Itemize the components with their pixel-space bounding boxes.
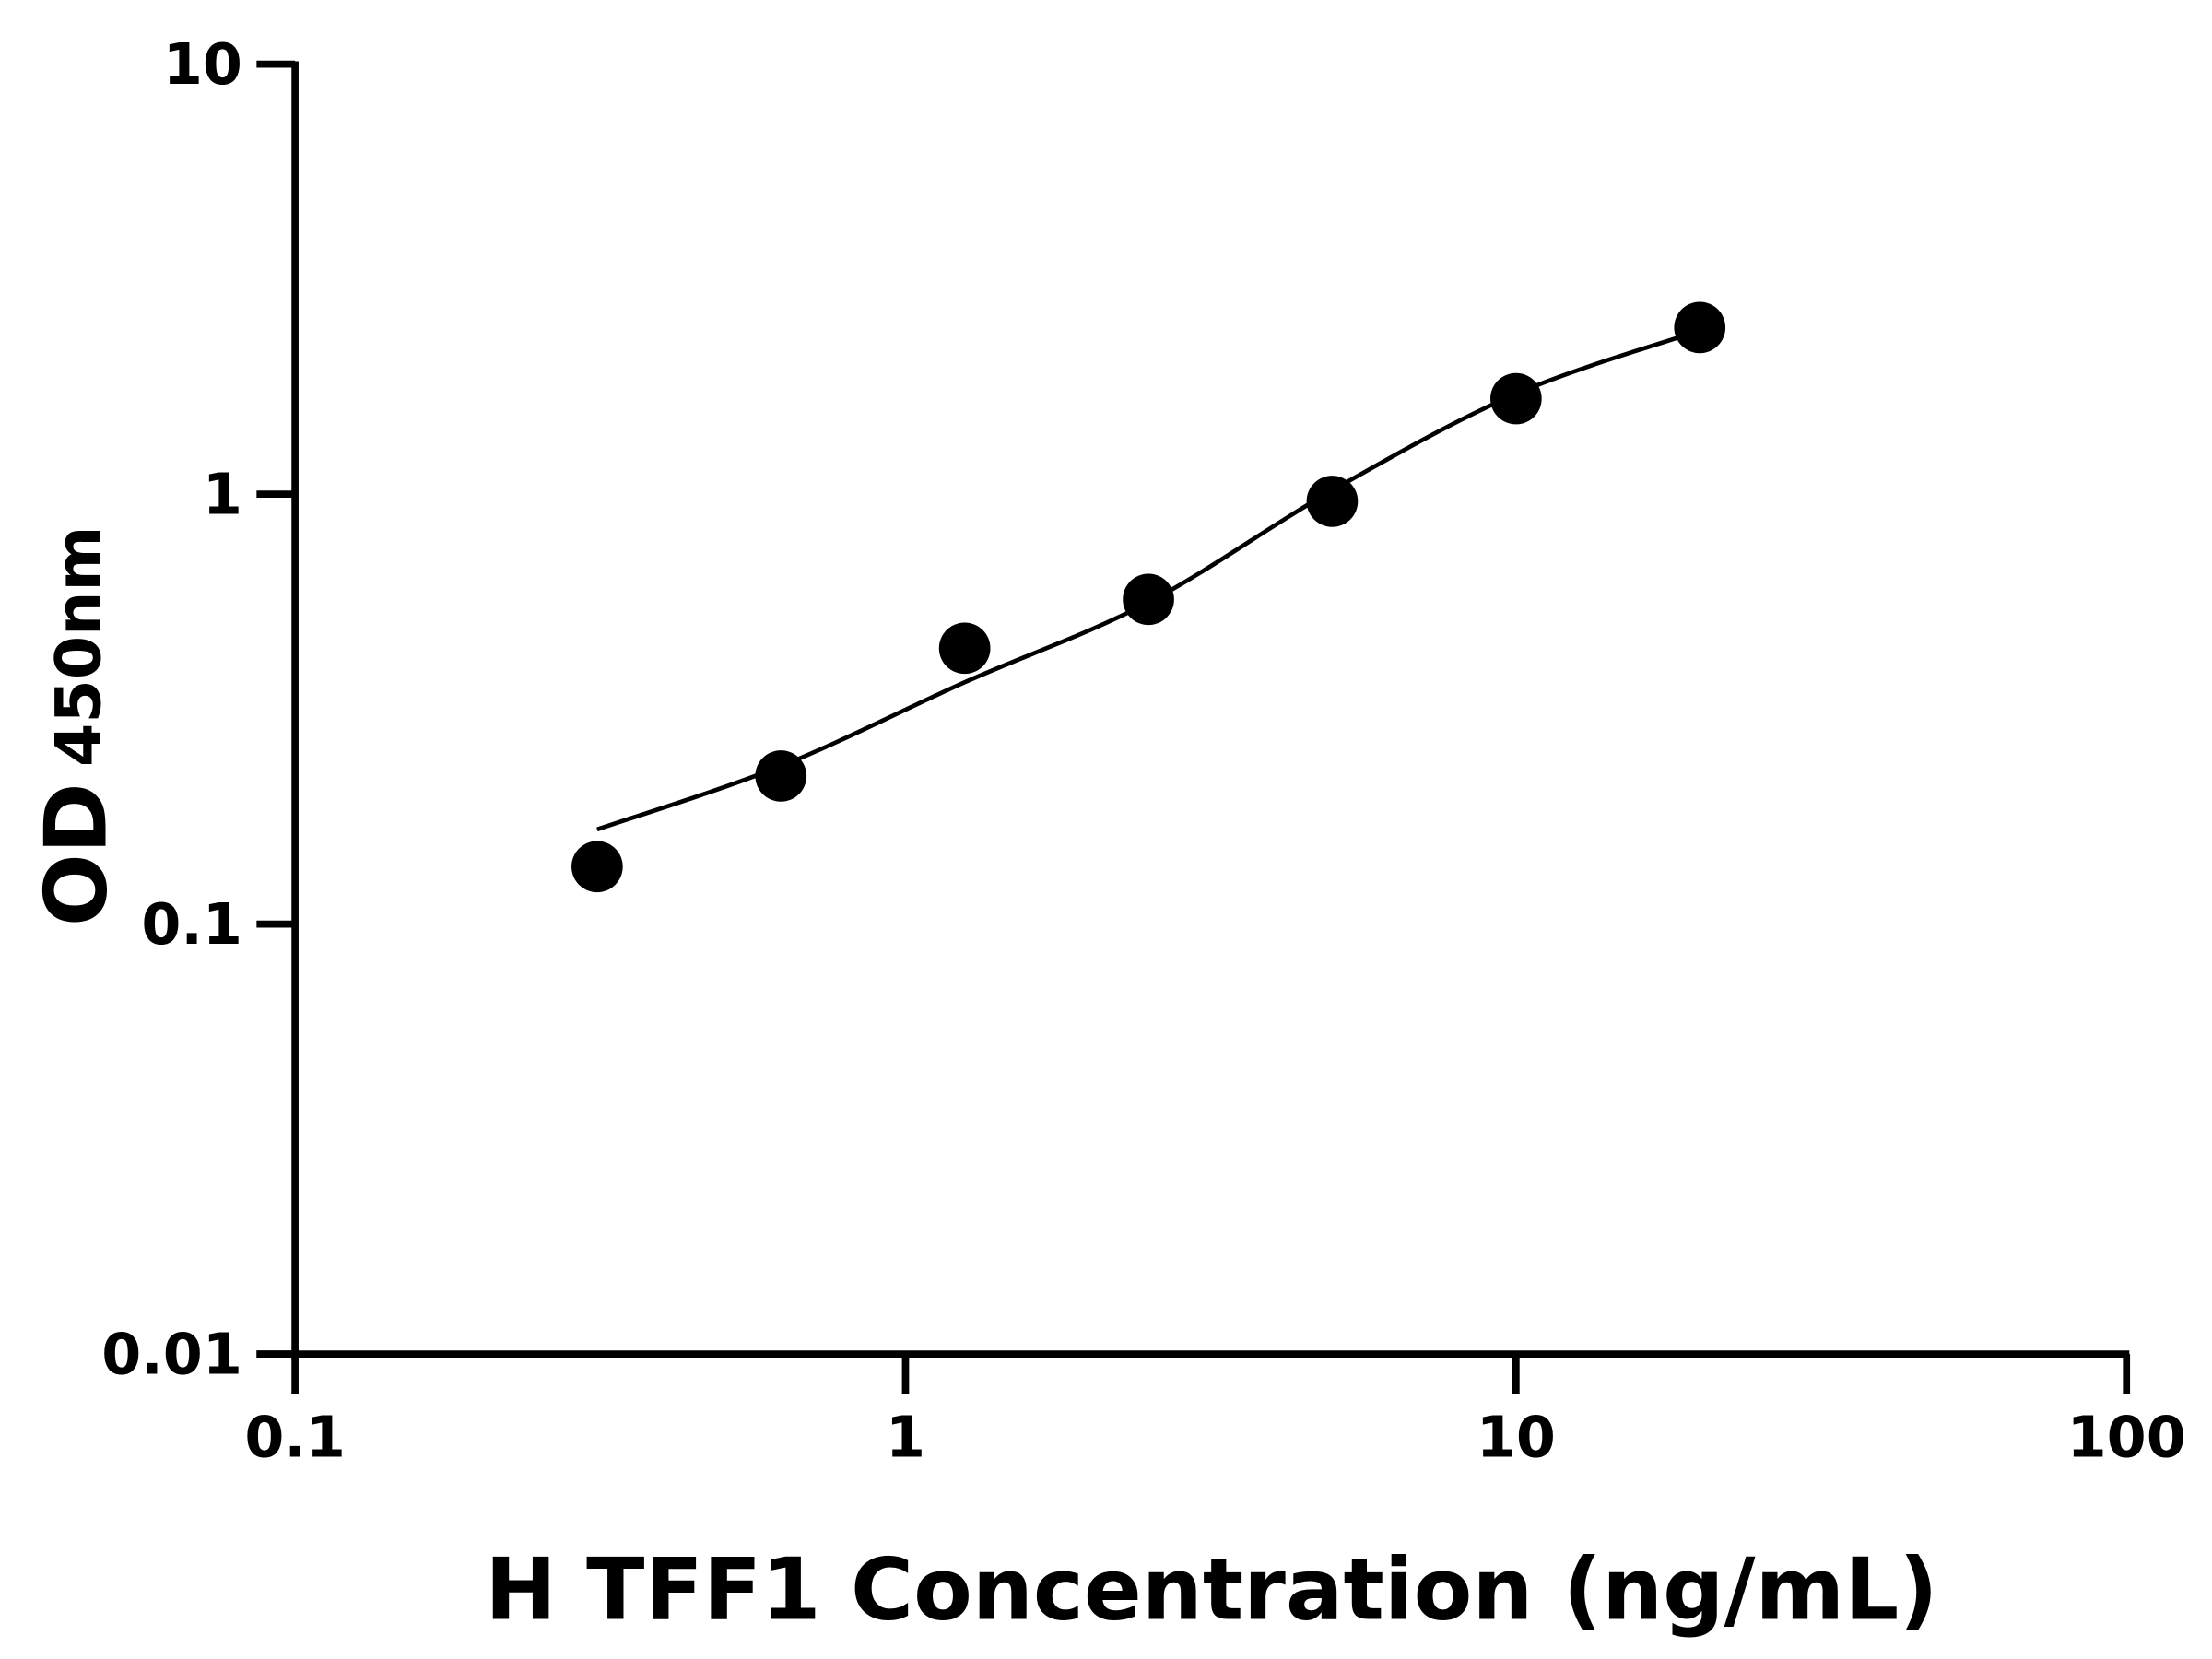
x-tick-label: 10 [1477,1404,1556,1470]
x-axis-label: H TFF1 Concentration (ng/mL) [485,1540,1937,1640]
y-axis-label-sub: 450nm [42,526,115,767]
y-axis-label-main: OD [26,782,125,926]
data-point [938,622,991,675]
data-point [1306,476,1359,527]
data-points [571,301,1726,893]
y-tick-label: 1 [203,462,242,528]
x-tick-label: 1 [886,1404,925,1470]
y-tick-label: 0.1 [141,891,242,958]
data-point [571,841,623,893]
data-point [755,750,807,802]
data-point [1490,372,1542,425]
y-tick-label: 0.01 [101,1322,242,1388]
y-axis-label: OD 450nm [26,526,125,927]
x-tick-label: 0.1 [244,1404,346,1470]
data-point [1674,301,1726,354]
y-tick-label: 10 [163,31,242,98]
data-point [1123,573,1174,626]
x-tick-label: 100 [2067,1404,2186,1470]
